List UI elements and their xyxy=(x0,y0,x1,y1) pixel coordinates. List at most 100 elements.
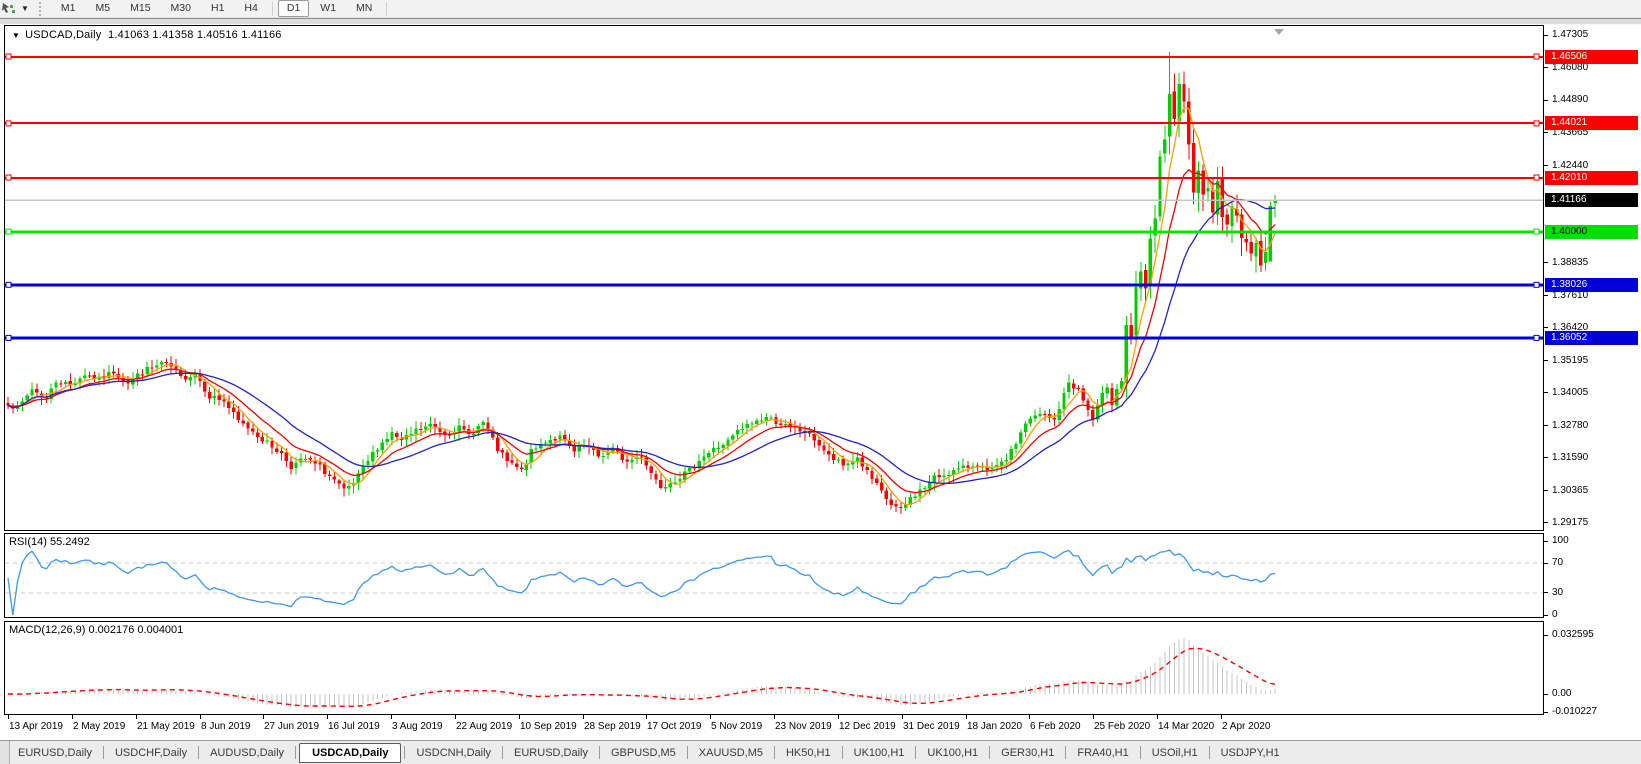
tab-gbpusd-m5[interactable]: GBPUSD,M5 xyxy=(611,746,676,759)
time-axis-label: 17 Oct 2019 xyxy=(647,721,702,732)
chart-mode-icon[interactable] xyxy=(2,2,18,16)
time-axis-tick xyxy=(774,715,775,719)
tab-hk50-h1[interactable]: HK50,H1 xyxy=(785,746,831,759)
tab-separator xyxy=(295,746,297,759)
time-axis-tick xyxy=(455,715,456,719)
price-level-badge: 1.46506 xyxy=(1545,49,1638,64)
hline-handle[interactable] xyxy=(1533,281,1540,288)
tab-usdcnh-daily[interactable]: USDCNH,Daily xyxy=(416,746,492,759)
price-axis-label: 1.42440 xyxy=(1552,159,1589,171)
timeframe-m15[interactable]: M15 xyxy=(121,0,159,17)
macd-axis-label: 0.00 xyxy=(1552,688,1572,699)
tab-eurusd-daily[interactable]: EURUSD,Daily xyxy=(514,746,588,759)
price-axis-label: 1.35195 xyxy=(1552,354,1589,366)
tab-scroll-gutter[interactable] xyxy=(0,741,10,764)
tab-fra40-h1[interactable]: FRA40,H1 xyxy=(1077,746,1129,759)
time-axis-tick xyxy=(710,715,711,719)
macd-pane[interactable]: MACD(12,26,9) 0.002176 0.004001 xyxy=(4,621,1544,715)
hline-handle[interactable] xyxy=(1533,53,1540,60)
tab-audusd-daily[interactable]: AUDUSD,Daily xyxy=(210,746,285,759)
rsi-axis-label: 100 xyxy=(1552,535,1569,546)
timeframe-m5[interactable]: M5 xyxy=(87,0,120,17)
hline-handle[interactable] xyxy=(1533,228,1540,235)
chart-title-symbol: USDCAD,Daily xyxy=(25,29,102,41)
tab-usoil-h1[interactable]: USOil,H1 xyxy=(1151,746,1198,759)
horizontal-scrollbar[interactable] xyxy=(0,18,1641,25)
chart-shift-marker-icon[interactable] xyxy=(1274,29,1284,35)
tab-uk100-h1[interactable]: UK100,H1 xyxy=(927,746,979,759)
timeframe-w1[interactable]: W1 xyxy=(311,0,345,17)
price-axis-label: 1.29175 xyxy=(1552,516,1589,528)
price-axis-tick xyxy=(1544,614,1548,616)
time-axis-label: 25 Feb 2020 xyxy=(1094,721,1151,732)
tab-ger30-h1[interactable]: GER30,H1 xyxy=(1001,746,1055,759)
macd-canvas[interactable] xyxy=(5,622,1543,714)
price-axis-tick xyxy=(1544,490,1548,492)
tab-separator xyxy=(1065,746,1067,759)
price-axis-label: 1.44890 xyxy=(1552,94,1589,105)
timeframe-m1[interactable]: M1 xyxy=(52,0,85,17)
price-axis-tick xyxy=(1544,34,1548,36)
time-axis-tick xyxy=(583,715,584,719)
time-axis-tick xyxy=(263,715,264,719)
toolbar-separator xyxy=(271,1,273,16)
time-axis-label: 13 Apr 2019 xyxy=(9,721,63,732)
toolbar-grip[interactable] xyxy=(38,1,43,16)
price-axis-label: 1.46080 xyxy=(1552,61,1589,73)
tab-separator xyxy=(404,746,406,759)
timeframe-h4[interactable]: H4 xyxy=(235,0,266,17)
symbol-dropdown-icon[interactable]: ▼ xyxy=(12,31,21,40)
tab-separator xyxy=(1208,746,1210,759)
tab-separator xyxy=(989,746,991,759)
hline-handle[interactable] xyxy=(1533,334,1540,341)
hline-handle[interactable] xyxy=(1533,120,1540,127)
main-price-pane[interactable]: ▼ USDCAD,Daily 1.41063 1.41358 1.40516 1.… xyxy=(4,25,1544,531)
hline-handle[interactable] xyxy=(1533,174,1540,181)
chart-title: ▼ USDCAD,Daily 1.41063 1.41358 1.40516 1.… xyxy=(12,29,282,41)
time-axis-tick xyxy=(8,715,9,719)
time-axis-tick xyxy=(72,715,73,719)
tab-usdjpy-h1[interactable]: USDJPY,H1 xyxy=(1220,746,1280,759)
price-axis-tick xyxy=(1544,360,1548,362)
tab-xauusd-m5[interactable]: XAUUSD,M5 xyxy=(698,746,763,759)
chart-mode-dropdown-icon[interactable]: ▼ xyxy=(21,4,29,13)
macd-axis-label: 0.032595 xyxy=(1552,629,1594,640)
timeframe-mn[interactable]: MN xyxy=(347,0,381,17)
hline-handle[interactable] xyxy=(5,228,12,235)
tab-uk100-h1[interactable]: UK100,H1 xyxy=(853,746,905,759)
timeframe-d1[interactable]: D1 xyxy=(277,0,310,17)
top-toolbar: ▼ M1 M5 M15 M30 H1 H4 D1 W1 MN xyxy=(0,0,1641,18)
tab-separator xyxy=(599,746,600,759)
macd-label: MACD(12,26,9) 0.002176 0.004001 xyxy=(9,624,184,636)
time-axis-tick xyxy=(902,715,903,719)
hline-handle[interactable] xyxy=(5,120,12,127)
time-axis-tick xyxy=(1221,715,1222,719)
time-axis-tick xyxy=(646,715,647,719)
time-axis-tick xyxy=(966,715,967,719)
tab-usdchf-daily[interactable]: USDCHF,Daily xyxy=(114,746,188,759)
hline-handle[interactable] xyxy=(5,174,12,181)
hline-handle[interactable] xyxy=(5,53,12,60)
time-axis[interactable]: 13 Apr 2019 2 May 2019 21 May 2019 8 Jun 20… xyxy=(4,715,1544,740)
tab-eurusd-daily[interactable]: EURUSD,Daily xyxy=(18,746,92,759)
price-axis[interactable]: 1.47305 1.46080 1.44890 1.43665 1.42440 1.388… xyxy=(1544,25,1641,740)
price-level-badge: 1.44021 xyxy=(1545,116,1638,131)
timeframe-m30[interactable]: M30 xyxy=(162,0,200,17)
time-axis-tick xyxy=(519,715,520,719)
price-axis-tick xyxy=(1544,262,1548,264)
time-axis-label: 3 Aug 2019 xyxy=(392,721,443,732)
hline-handle[interactable] xyxy=(5,334,12,341)
time-axis-label: 6 Feb 2020 xyxy=(1030,721,1081,732)
rsi-canvas[interactable] xyxy=(5,534,1543,617)
tab-usdcad-daily[interactable]: USDCAD,Daily xyxy=(299,742,402,763)
time-axis-label: 21 May 2019 xyxy=(137,721,195,732)
rsi-pane[interactable]: RSI(14) 55.2492 xyxy=(4,533,1544,618)
tab-separator xyxy=(915,746,917,759)
main-chart-canvas[interactable] xyxy=(5,26,1543,530)
price-axis-tick xyxy=(1544,425,1548,427)
hline-handle[interactable] xyxy=(5,281,12,288)
time-axis-tick xyxy=(838,715,839,719)
timeframe-h1[interactable]: H1 xyxy=(202,0,233,17)
price-level-badge: 1.42010 xyxy=(1545,170,1638,185)
time-axis-label: 27 Jun 2019 xyxy=(264,721,320,732)
